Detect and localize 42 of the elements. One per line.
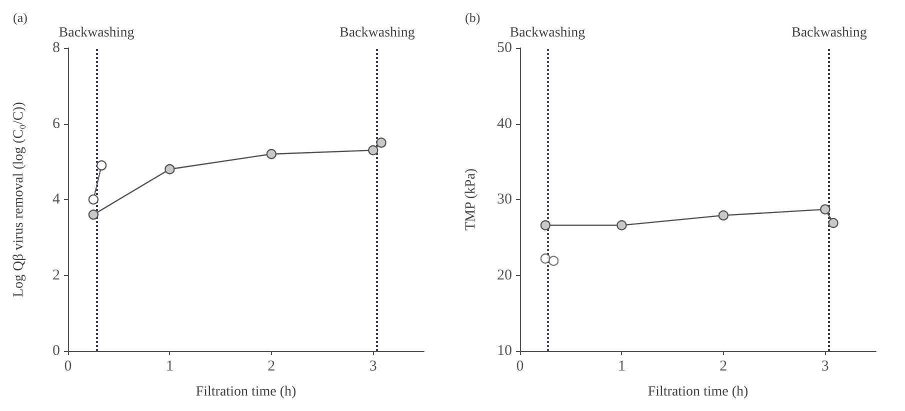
x-tick-label: 0	[64, 358, 72, 374]
point	[540, 253, 551, 264]
ref-line-label: Backwashing	[339, 26, 415, 40]
point	[616, 220, 627, 230]
y-tick-label: 50	[497, 40, 512, 56]
point	[88, 194, 99, 205]
x-axis-title: Filtration time (h)	[648, 384, 748, 400]
y-tick-label: 40	[497, 116, 512, 132]
point	[540, 220, 551, 230]
y-axis-title: Log Qβ virus removal (log (C₀/C))	[12, 102, 26, 298]
y-tick-label: 30	[497, 192, 512, 208]
point	[88, 210, 99, 220]
y-tick-label: 6	[52, 116, 60, 132]
x-tick-label: 1	[166, 358, 174, 374]
point	[96, 160, 107, 171]
chart-title: (b)	[465, 10, 480, 25]
y-tick-label: 4	[52, 192, 60, 208]
y-tick-label: 10	[497, 343, 512, 359]
point	[548, 256, 559, 266]
point	[266, 148, 277, 160]
point	[368, 145, 378, 156]
y-tick-label: 20	[497, 267, 512, 284]
y-tick-label: 8	[52, 40, 60, 56]
ref-line-label: Backwashing	[58, 26, 134, 40]
ref-line-label: Backwashing	[791, 26, 867, 40]
point	[828, 218, 838, 228]
x-tick-label: 2	[720, 358, 728, 374]
ref-line-label: Backwashing	[510, 26, 586, 40]
y-tick-label: 2	[52, 267, 60, 284]
x-tick-label: 0	[516, 358, 524, 374]
point	[718, 210, 729, 221]
x-axis-title: Filtration time (h)	[196, 384, 296, 400]
x-tick-label: 1	[618, 358, 626, 374]
x-tick-label: 2	[268, 358, 276, 374]
chart-title: (a)	[13, 10, 28, 25]
point	[164, 164, 175, 174]
point	[376, 138, 386, 148]
y-axis-title: TMP (kPa)	[464, 168, 478, 231]
x-tick-label: 3	[369, 358, 377, 374]
y-tick-label: 0	[52, 343, 60, 359]
point	[820, 204, 830, 214]
x-tick-label: 3	[821, 358, 829, 374]
